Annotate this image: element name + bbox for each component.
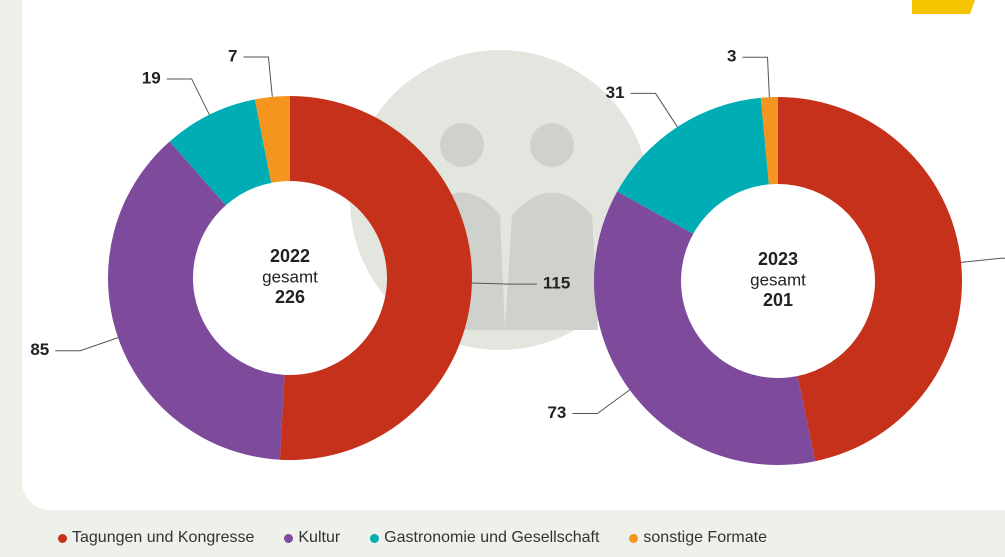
- decor: [912, 0, 975, 14]
- leader-line: [243, 56, 273, 97]
- data-label: 85: [30, 340, 49, 359]
- leader-line: [166, 78, 210, 116]
- leader-line: [572, 389, 630, 415]
- legend-item: Kultur: [284, 529, 340, 547]
- leader-line: [742, 56, 770, 98]
- segment: [594, 191, 816, 466]
- legend-label: Kultur: [298, 529, 341, 546]
- segment: [617, 97, 769, 234]
- data-label: 19: [142, 68, 161, 87]
- segment: [108, 141, 285, 460]
- legend-dot: [629, 533, 639, 543]
- leader-line: [630, 92, 678, 128]
- segment: [169, 99, 272, 206]
- legend: Tagungen und Kongresse Kultur Gastronomie …: [58, 529, 767, 547]
- segment: [760, 97, 778, 185]
- legend-label: Gastronomie und Gesellschaft: [384, 529, 600, 546]
- center-total: 226: [275, 287, 305, 307]
- legend-item: Gastronomie und Gesellschaft: [370, 529, 599, 547]
- legend-item: sonstige Formate: [629, 529, 767, 547]
- data-label: 31: [606, 83, 625, 102]
- segment: [279, 96, 472, 460]
- leader-line: [471, 282, 537, 285]
- segment: [778, 97, 962, 462]
- legend-dot: [370, 533, 380, 543]
- data-label: 3: [727, 47, 736, 66]
- center-label: gesamt: [262, 267, 318, 286]
- legend-item: Tagungen und Kongresse: [58, 529, 254, 547]
- segment: [254, 96, 290, 183]
- center-year: 2022: [270, 246, 310, 266]
- center-total: 201: [763, 290, 793, 310]
- center-year: 2023: [758, 249, 798, 269]
- legend-label: sonstige Formate: [643, 529, 767, 546]
- data-label: 115: [543, 274, 570, 293]
- leader-line: [961, 257, 1005, 263]
- center-label: gesamt: [750, 270, 806, 289]
- legend-dot: [284, 533, 294, 543]
- legend-label: Tagungen und Kongresse: [72, 529, 255, 546]
- data-label: 73: [547, 403, 566, 422]
- data-label: 7: [228, 47, 237, 66]
- leader-line: [55, 337, 119, 352]
- legend-dot: [58, 533, 67, 543]
